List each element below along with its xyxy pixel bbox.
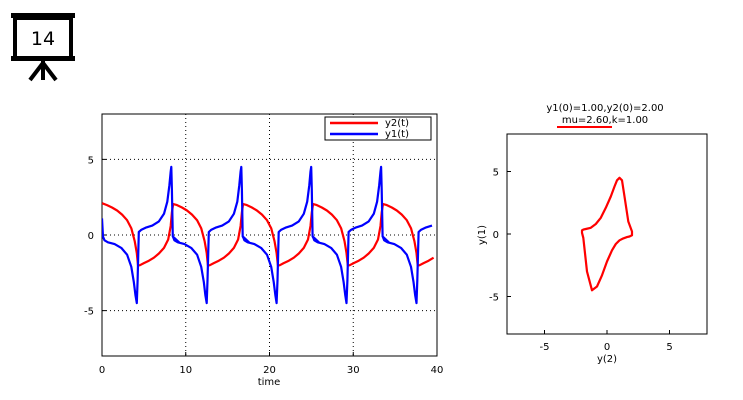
phase-portrait-chart: y1(0)=1.00,y2(0)=2.00 mu=2.60,k=1.00 -5 0… [477, 103, 708, 365]
limit-cycle-curve [580, 176, 634, 292]
y-axis-label-2: y(1) [477, 225, 488, 245]
x-axis-label-1: time [258, 377, 281, 388]
legend: y2(t) y1(t) [324, 116, 432, 141]
x-tick-label: 30 [347, 365, 360, 376]
x-tick-label: 5 [666, 342, 672, 353]
x-tick-label: 20 [263, 365, 276, 376]
y-tick-label: 0 [493, 230, 499, 241]
x-tick-label: -5 [540, 342, 550, 353]
plot-area-2 [506, 133, 708, 335]
legend-label-y2: y2(t) [385, 118, 409, 129]
y-tick-label: -5 [489, 293, 499, 304]
series-line-y2t [102, 202, 435, 267]
x-tick-label: 0 [604, 342, 610, 353]
x-tick-label: 0 [99, 365, 105, 376]
x-tick-label: 10 [179, 365, 192, 376]
x-axis-label-2: y(2) [597, 354, 617, 365]
x-tick-label: 40 [431, 365, 444, 376]
presentation-board-icon: 14 [11, 13, 75, 82]
series-line-y1t [102, 165, 433, 305]
legend-label-y1: y1(t) [385, 129, 409, 140]
y-tick-label: -5 [84, 307, 94, 318]
y-tick-label: 5 [493, 168, 499, 179]
slide-number: 14 [31, 28, 55, 50]
phase-title: y1(0)=1.00,y2(0)=2.00 [546, 103, 663, 114]
time-series-chart: 0 10 20 30 40 -5 0 5 time y2(t) y1(t) [84, 113, 444, 388]
phase-subtitle: mu=2.60,k=1.00 [562, 115, 648, 126]
y-tick-label: 0 [88, 231, 94, 242]
y-tick-label: 5 [88, 155, 94, 166]
